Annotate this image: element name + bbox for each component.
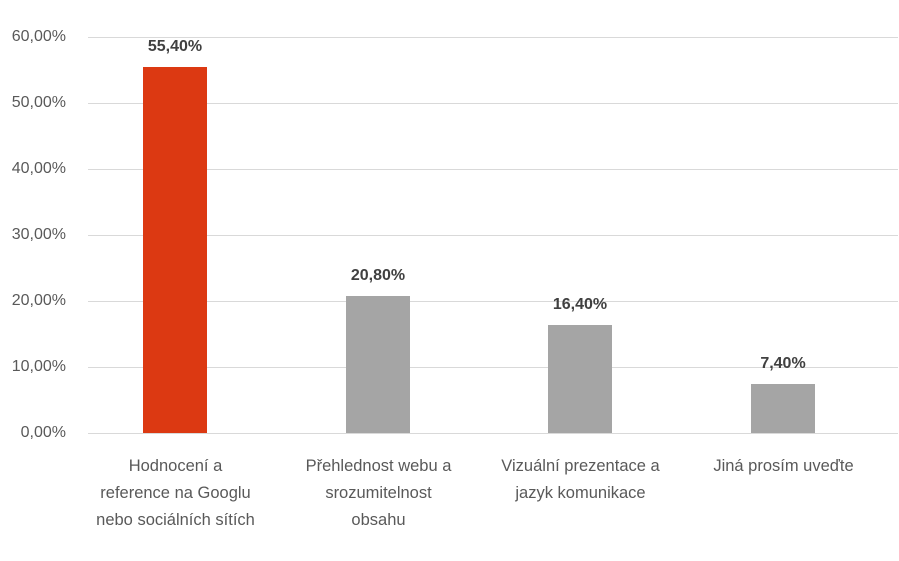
x-tick-label: Hodnocení a reference na Googlu nebo sociá… — [73, 453, 278, 534]
x-tick-label-line: Přehlednost webu a — [305, 457, 452, 475]
gridline — [88, 301, 898, 302]
x-tick-label-line: Hodnocení a — [128, 457, 223, 475]
x-tick-label: Přehlednost webu a srozumitelnost obsahu — [276, 453, 481, 534]
y-tick-label: 50,00% — [11, 94, 66, 111]
gridline — [88, 37, 898, 38]
bar — [548, 325, 612, 433]
gridline — [88, 235, 898, 236]
x-tick-label-line: reference na Googlu — [100, 484, 251, 502]
x-tick-label-line: Jiná prosím uveďte — [713, 457, 854, 475]
gridline — [88, 367, 898, 368]
x-tick-label-line: Vizuální prezentace a — [501, 457, 660, 475]
y-tick-label: 20,00% — [11, 292, 66, 309]
x-tick-label: Vizuální prezentace a jazyk komunikace — [478, 453, 683, 507]
y-tick-label: 0,00% — [20, 424, 66, 441]
bar — [346, 296, 410, 433]
data-label: 20,80% — [350, 267, 406, 284]
data-label: 7,40% — [760, 355, 806, 372]
bar — [751, 384, 815, 433]
gridline — [88, 103, 898, 104]
data-label: 16,40% — [552, 296, 608, 313]
x-tick-label-line: jazyk komunikace — [515, 484, 646, 502]
x-tick-label-line: srozumitelnost — [325, 484, 432, 502]
bar — [143, 67, 207, 433]
y-tick-label: 10,00% — [11, 358, 66, 375]
y-tick-label: 40,00% — [11, 160, 66, 177]
x-tick-label-line: obsahu — [351, 511, 406, 529]
gridline — [88, 433, 898, 434]
y-tick-label: 60,00% — [11, 28, 66, 45]
x-tick-label: Jiná prosím uveďte — [681, 453, 886, 480]
gridline — [88, 169, 898, 170]
data-label: 55,40% — [147, 38, 203, 55]
x-tick-label-line: nebo sociálních sítích — [96, 511, 255, 529]
y-tick-label: 30,00% — [11, 226, 66, 243]
